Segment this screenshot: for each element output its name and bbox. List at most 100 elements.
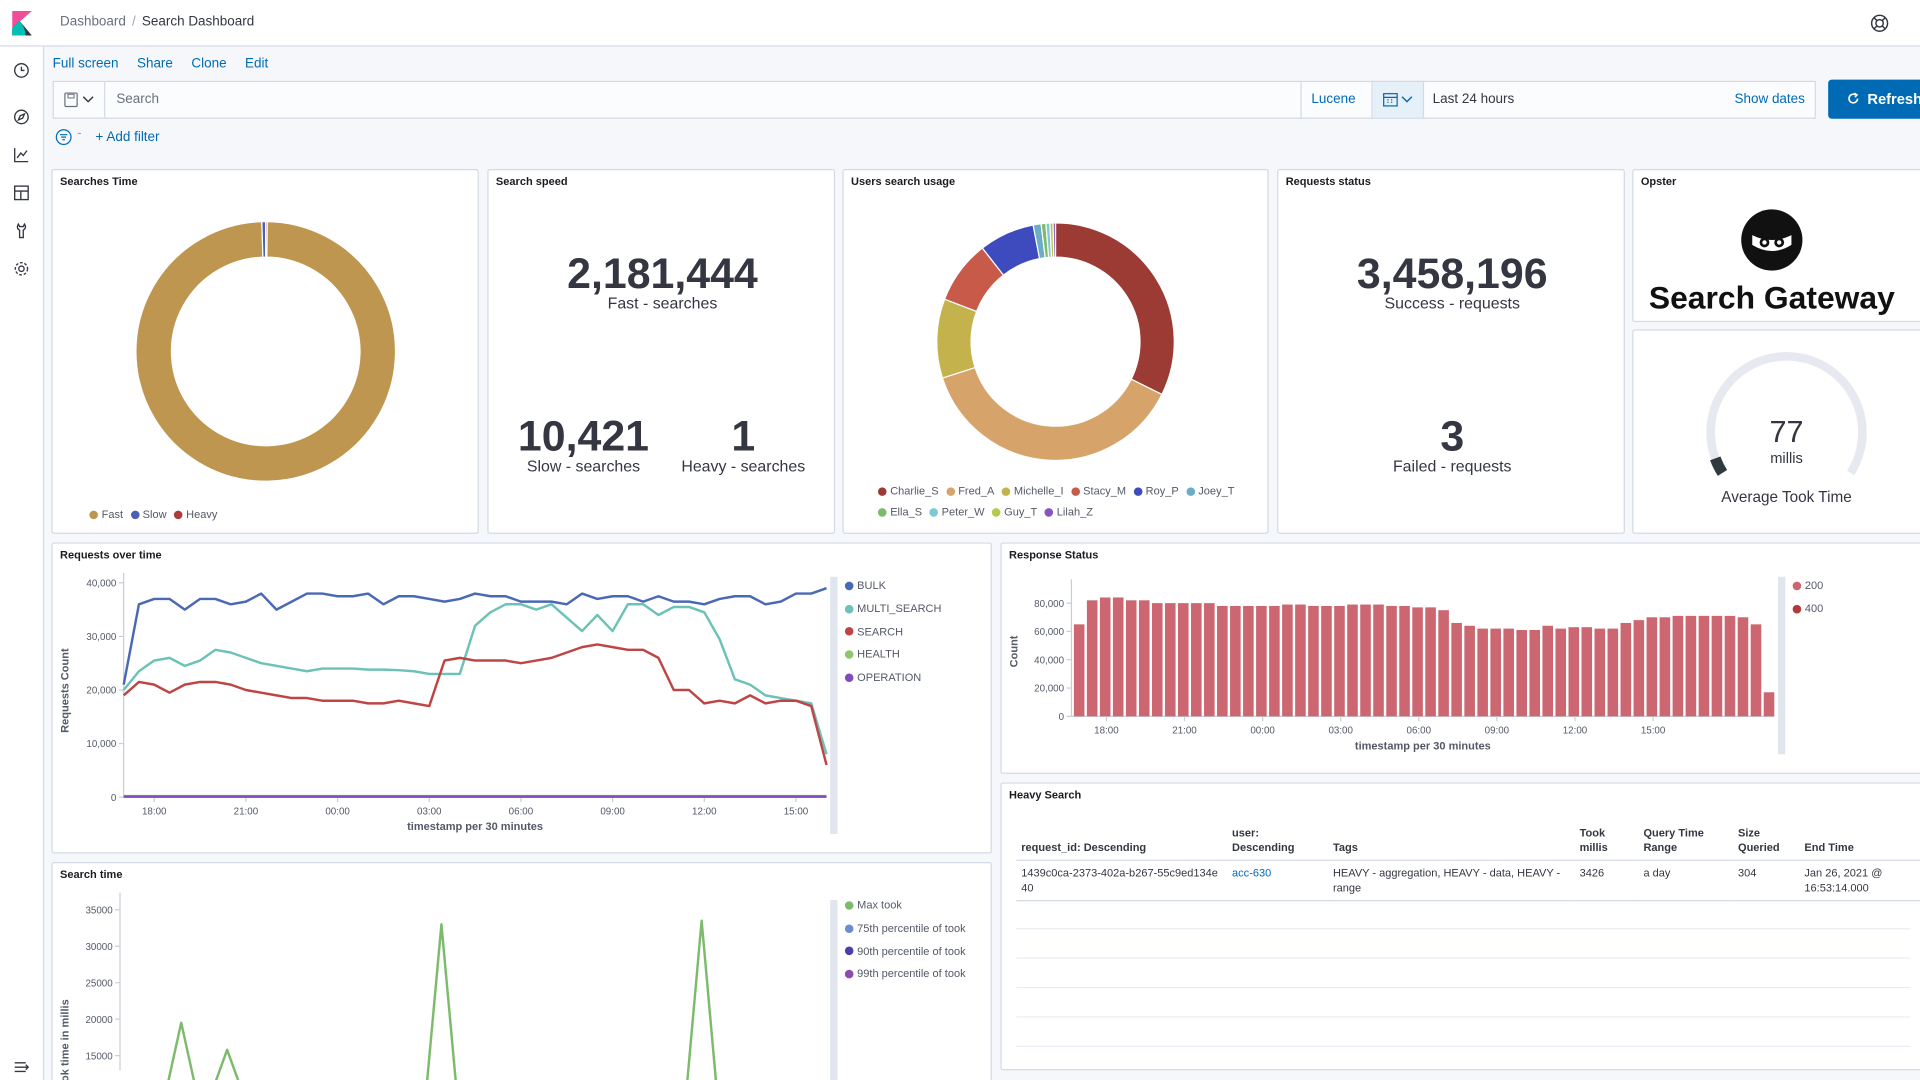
cell-user[interactable]: acc-630 — [1227, 859, 1329, 902]
legend-item[interactable]: 200 — [1792, 574, 1823, 597]
legend-item[interactable]: Heavy — [173, 508, 217, 520]
refresh-button[interactable]: Refresh — [1828, 79, 1920, 119]
breadcrumb-dashboard[interactable]: Dashboard — [60, 14, 126, 30]
legend-label: Roy_P — [1145, 484, 1179, 498]
legend-item[interactable]: Fast — [89, 508, 123, 520]
response-bar — [1529, 630, 1541, 717]
column-header-line2: Descending — [1232, 841, 1295, 854]
legend-item[interactable]: 400 — [1792, 597, 1824, 620]
row-divider — [1016, 1016, 1911, 1018]
legend-item[interactable]: 75th percentile of took — [844, 917, 966, 940]
response-bar — [1620, 622, 1632, 717]
panel-title: Heavy Search — [1008, 788, 1082, 801]
legend-item[interactable]: Fred_A — [945, 485, 994, 497]
kibana-logo-icon[interactable] — [11, 11, 33, 36]
panel-response-status: Response Status 0 20,000 40,000 60,000 80,00… — [1000, 542, 1920, 774]
metric-value: 3 — [1440, 412, 1465, 461]
legend-item[interactable]: Ella_S — [877, 506, 922, 518]
legend-dot — [877, 486, 887, 496]
legend-item[interactable]: Slow — [130, 508, 167, 521]
legend-label: Joey_T — [1198, 484, 1235, 498]
panel-title: Opster — [1640, 175, 1677, 188]
search-input[interactable]: Search — [116, 91, 160, 107]
legend-item[interactable]: Guy_T — [991, 506, 1037, 518]
gear-icon[interactable] — [11, 258, 32, 279]
legend-dot — [1792, 581, 1802, 591]
full-screen-link[interactable]: Full screen — [52, 56, 119, 72]
x-tick-label: 06:00 — [1407, 725, 1432, 736]
response-bar — [1217, 605, 1228, 717]
calendar-icon — [1383, 93, 1413, 107]
column-header[interactable]: request_id: Descending — [1016, 825, 1227, 860]
legend-item[interactable]: Joey_T — [1186, 485, 1234, 497]
legend-label: Slow — [142, 508, 167, 521]
y-tick-label: 20,000 — [86, 686, 116, 697]
response-bar — [1750, 624, 1762, 717]
help-icon[interactable] — [1870, 13, 1890, 33]
legend-item[interactable]: 99th percentile of took — [844, 963, 966, 986]
response-bar — [1633, 620, 1645, 717]
quick-date-button[interactable] — [1372, 82, 1425, 118]
legend-scrollbar[interactable] — [830, 576, 838, 834]
discover-compass-icon[interactable] — [11, 107, 32, 128]
legend-label: Peter_W — [941, 505, 985, 518]
legend-item[interactable]: MULTI_SEARCH — [844, 597, 942, 620]
dev-tools-icon[interactable] — [11, 220, 32, 241]
heavy-search-table: request_id: Descending user: Descending Tag… — [1016, 825, 1920, 902]
query-language-button[interactable]: Lucene — [1300, 82, 1425, 118]
legend-item[interactable]: Stacy_M — [1070, 485, 1126, 497]
edit-link[interactable]: Edit — [245, 56, 269, 72]
y-tick-label: 30000 — [85, 942, 113, 953]
legend-item[interactable]: Charlie_S — [877, 485, 939, 497]
share-link[interactable]: Share — [136, 56, 173, 72]
y-axis-title: Requests Count — [60, 648, 72, 733]
legend-item[interactable]: 90th percentile of took — [844, 940, 966, 963]
legend-item[interactable]: Max took — [844, 894, 966, 917]
column-header[interactable]: Query Time Range — [1639, 825, 1734, 860]
metric-fast: 2,181,444 Fast - searches — [489, 252, 834, 312]
visualize-chart-icon[interactable] — [11, 144, 32, 165]
dashboard-icon[interactable] — [11, 182, 32, 203]
saved-query-button[interactable] — [54, 82, 106, 118]
time-range-text[interactable]: Last 24 hours — [1432, 91, 1515, 107]
legend-item[interactable]: HEALTH — [844, 643, 942, 666]
legend-item[interactable]: Roy_P — [1133, 484, 1179, 498]
legend-scrollbar[interactable] — [1777, 576, 1786, 755]
legend-item[interactable]: BULK — [844, 574, 942, 597]
response-bar — [1594, 628, 1606, 717]
y-tick-label: 60,000 — [1034, 627, 1064, 638]
legend-item[interactable]: Lilah_Z — [1044, 506, 1093, 518]
took-gauge — [1706, 352, 1867, 476]
metric-value: 1 — [731, 412, 756, 461]
response-bar — [1503, 628, 1514, 717]
donut-slice-lilah_z — [1052, 222, 1057, 258]
add-filter-link[interactable]: + Add filter — [95, 129, 160, 145]
x-tick-label: 15:00 — [784, 806, 809, 817]
legend-dot — [991, 507, 1001, 517]
clone-link[interactable]: Clone — [191, 56, 227, 72]
legend-item[interactable]: OPERATION — [844, 666, 942, 689]
legend-item[interactable]: SEARCH — [844, 620, 942, 643]
legend-scrollbar[interactable] — [830, 900, 838, 1080]
legend-label: 400 — [1804, 602, 1824, 615]
column-header[interactable]: Size Queried — [1733, 825, 1799, 860]
legend-label: Fast — [101, 508, 124, 521]
response-bar — [1451, 622, 1462, 717]
donut-slice-heavy — [265, 221, 268, 258]
column-header[interactable]: Took millis — [1575, 825, 1639, 860]
column-header[interactable]: user: Descending — [1227, 825, 1328, 860]
filter-options-icon[interactable] — [55, 129, 72, 146]
column-header[interactable]: Tags — [1328, 825, 1575, 860]
x-tick-label: 15:00 — [1641, 725, 1666, 736]
column-header[interactable]: End Time — [1800, 825, 1920, 860]
legend-item[interactable]: Michelle_I — [1001, 485, 1064, 497]
collapse-menu-icon[interactable] — [11, 1057, 32, 1078]
clock-icon[interactable] — [11, 60, 32, 81]
show-dates-link[interactable]: Show dates — [1734, 91, 1805, 107]
requests-legend: BULK MULTI_SEARCH SEARCH HEALTH OPERATION — [844, 574, 942, 689]
x-tick-label: 03:00 — [417, 806, 442, 817]
legend-item[interactable]: Peter_W — [929, 505, 985, 518]
legend-label: MULTI_SEARCH — [857, 602, 942, 615]
panel-requests-over-time: Requests over time 0 10,000 20,000 30,000 40… — [51, 542, 992, 854]
x-tick-label: 09:00 — [600, 806, 625, 817]
